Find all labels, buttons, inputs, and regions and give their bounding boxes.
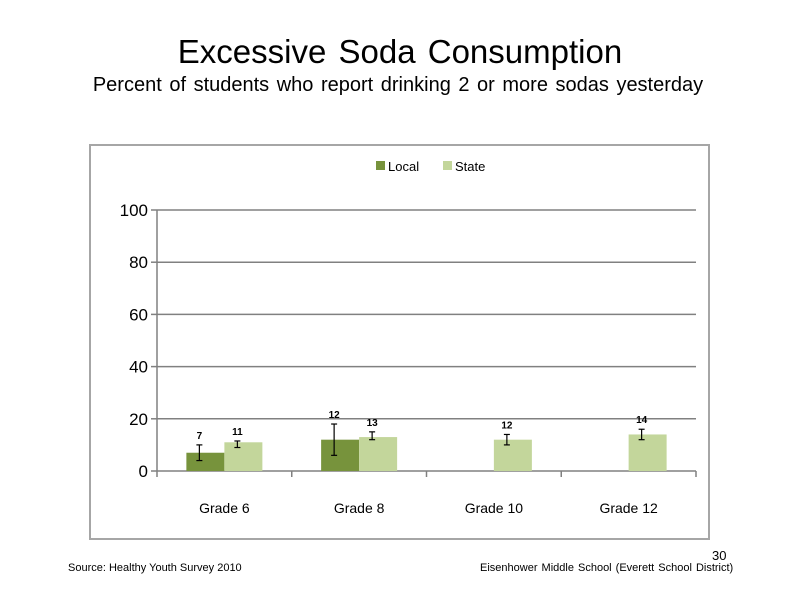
bar-local [186,452,225,471]
x-tick-label: Grade 6 [199,500,250,516]
y-tick-label: 80 [129,253,148,272]
page-number: 30 [712,548,727,563]
legend-swatch-local [376,161,385,170]
bar-state [224,442,263,471]
y-tick-label: 60 [129,305,148,324]
x-tick-label: Grade 8 [334,500,385,516]
legend-label-local: Local [388,159,419,174]
bar-state [359,437,398,471]
y-tick-label: 100 [120,201,148,220]
slide-subtitle: Percent of students who report drinking … [92,74,704,96]
bar-state [493,439,532,471]
source-note: Source: Healthy Youth Survey 2010 [68,562,242,574]
x-tick-label: Grade 12 [599,500,658,516]
y-tick-label: 0 [139,462,148,481]
data-label: 14 [636,415,648,426]
data-label: 12 [501,420,513,431]
y-tick-label: 20 [129,410,148,429]
x-tick-label: Grade 10 [465,500,524,516]
data-label: 7 [197,431,203,442]
bar-local [321,439,360,471]
bar-state [628,434,667,471]
data-label: 13 [367,418,379,429]
data-label: 11 [232,427,243,438]
school-name: Eisenhower Middle School (Everett School… [480,562,734,574]
legend-label-state: State [455,159,485,174]
y-tick-label: 40 [129,358,148,377]
legend-swatch-state [443,161,452,170]
slide-title: Excessive Soda Consumption [177,33,623,70]
data-label: 12 [329,410,341,421]
